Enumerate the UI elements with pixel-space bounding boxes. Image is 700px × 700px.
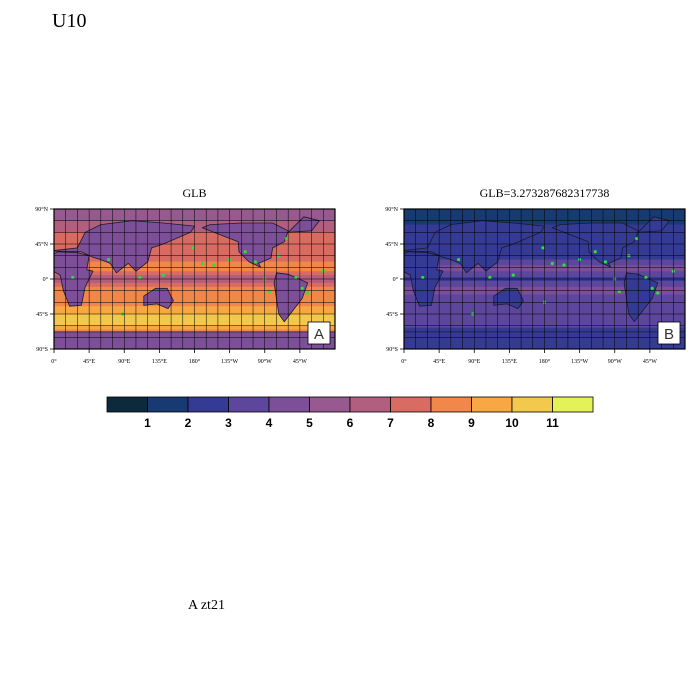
station-marker xyxy=(243,250,247,254)
lon-tick-label: 45°W xyxy=(293,358,307,365)
lon-tick-label: 180° xyxy=(189,358,201,365)
station-marker xyxy=(107,257,111,262)
panel-b-title: GLB=3.273287682317738 xyxy=(479,186,610,200)
station-marker xyxy=(541,246,545,250)
panel-a-title: GLB xyxy=(182,186,207,200)
lon-tick-label: 135°E xyxy=(152,358,167,365)
lat-tick-label: 90°S xyxy=(36,346,48,353)
lon-tick-label: 90°W xyxy=(258,358,272,365)
colorbar-swatch xyxy=(471,396,513,413)
station-marker xyxy=(138,275,142,280)
panel-label-box xyxy=(657,321,681,345)
station-marker xyxy=(200,261,204,266)
colorbar-label: 8 xyxy=(428,416,435,430)
page-title: U10 xyxy=(52,10,87,32)
station-marker xyxy=(457,257,461,262)
colorbar-label: 4 xyxy=(266,416,273,430)
land-mass xyxy=(493,287,524,309)
lat-tick-label: 45°S xyxy=(386,311,398,318)
colorbar-swatch xyxy=(309,396,351,413)
lon-tick-label: 135°W xyxy=(221,358,238,365)
station-marker xyxy=(300,286,304,290)
station-marker xyxy=(71,275,75,280)
station-marker xyxy=(617,289,622,294)
lon-tick-label: 180° xyxy=(539,358,551,365)
lat-tick-label: 0° xyxy=(393,276,399,283)
colorbar: 1 2 3 4 5 6 7 8 9 10 11 xyxy=(106,396,594,430)
colorbar-swatch xyxy=(552,396,594,413)
panel-label: A xyxy=(314,326,324,343)
station-marker xyxy=(285,236,289,241)
colorbar-swatch xyxy=(268,396,310,413)
panel-label-box xyxy=(307,321,331,345)
station-marker xyxy=(488,275,492,280)
lat-tick-label: 0° xyxy=(43,276,49,283)
colorbar-swatch xyxy=(390,396,432,413)
lat-tick-label: 90°N xyxy=(385,206,398,213)
lon-tick-label: 0° xyxy=(51,358,57,365)
colorbar-label: 2 xyxy=(185,416,192,430)
land-mass xyxy=(273,272,309,323)
station-marker xyxy=(550,261,554,266)
station-marker xyxy=(306,291,310,295)
colorbar-label: 7 xyxy=(387,416,394,430)
colorbar-label: 1 xyxy=(144,416,151,430)
land-mass xyxy=(623,272,659,323)
lon-tick-label: 135°W xyxy=(571,358,588,365)
colorbar-swatch xyxy=(430,396,472,413)
colorbar-label: 3 xyxy=(225,416,232,430)
lat-tick-label: 45°N xyxy=(35,241,48,248)
lon-tick-label: 90°E xyxy=(468,358,480,365)
lat-tick-label: 45°N xyxy=(385,241,398,248)
station-marker xyxy=(635,236,639,241)
map-panel-a: 90°N45°N0°45°S90°S0° 45°E 90°E 135°E 180° 135… xyxy=(35,206,336,365)
colorbar-swatch xyxy=(349,396,391,413)
lon-tick-label: 90°W xyxy=(608,358,622,365)
station-marker xyxy=(161,273,165,277)
colorbar-swatch xyxy=(228,396,270,413)
station-marker xyxy=(191,246,195,250)
colorbar-label: 6 xyxy=(347,416,354,430)
lon-tick-label: 45°W xyxy=(643,358,657,365)
lon-tick-label: 135°E xyxy=(502,358,517,365)
lat-tick-label: 90°S xyxy=(386,346,398,353)
colorbar-label: 5 xyxy=(306,416,313,430)
station-marker xyxy=(650,286,654,290)
station-marker xyxy=(603,260,607,264)
colorbar-label: 11 xyxy=(546,416,559,430)
station-marker xyxy=(562,263,566,267)
colorbar-swatch xyxy=(511,396,553,413)
station-marker xyxy=(267,289,272,294)
lon-tick-label: 0° xyxy=(401,358,407,365)
lon-tick-label: 45°E xyxy=(83,358,95,365)
lat-tick-label: 90°N xyxy=(35,206,48,213)
lon-tick-label: 45°E xyxy=(433,358,445,365)
station-marker xyxy=(212,263,216,267)
colorbar-swatch xyxy=(187,396,229,413)
land-mass xyxy=(143,287,174,309)
lat-tick-label: 45°S xyxy=(36,311,48,318)
land-mass xyxy=(551,222,639,268)
colorbar-swatch xyxy=(147,396,189,413)
station-marker xyxy=(656,291,660,295)
station-marker xyxy=(511,273,515,277)
panel-label: B xyxy=(664,326,674,343)
colorbar-swatch xyxy=(106,396,148,413)
lon-tick-label: 90°E xyxy=(118,358,130,365)
land-mass xyxy=(201,222,289,268)
station-marker xyxy=(421,275,425,280)
station-marker xyxy=(593,250,597,254)
station-marker xyxy=(294,275,298,280)
footer-label: A zt21 xyxy=(188,598,225,613)
station-marker xyxy=(644,275,648,280)
colorbar-label: 10 xyxy=(505,416,519,430)
colorbar-label: 9 xyxy=(468,416,475,430)
station-marker xyxy=(253,260,257,264)
map-panel-b: 90°N45°N0°45°S90°S0° 45°E 90°E 135°E 180° 135… xyxy=(385,206,686,365)
